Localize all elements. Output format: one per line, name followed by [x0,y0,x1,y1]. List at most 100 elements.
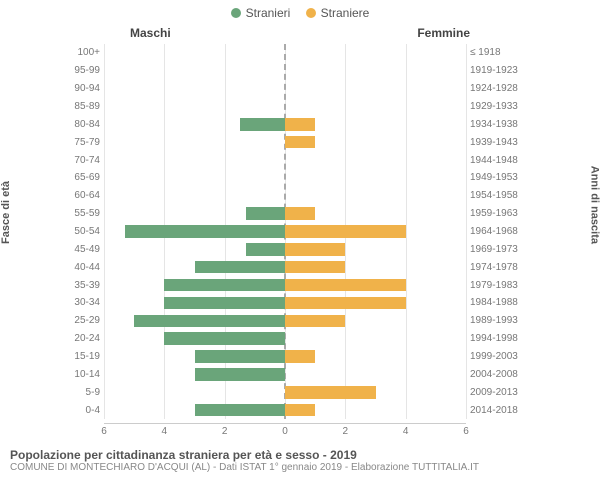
age-row: 50-541964-1968 [60,223,530,241]
legend-label-male: Stranieri [246,6,291,20]
age-row: 15-191999-2003 [60,348,530,366]
age-label: 25-29 [60,315,104,326]
age-label: 75-79 [60,137,104,148]
male-half [104,133,285,151]
bar-male [164,297,285,310]
age-row: 5-92009-2013 [60,383,530,401]
legend-swatch-female [306,8,316,18]
row-bars [104,98,466,116]
male-half [104,115,285,133]
birth-year-label: 1989-1993 [466,315,530,326]
female-half [285,187,466,205]
x-tick: 2 [222,426,228,437]
bar-female [285,297,406,310]
age-row: 25-29 1989-1993 [60,312,530,330]
x-tick: 2 [343,426,349,437]
legend-label-female: Straniere [321,6,370,20]
age-row: 55-591959-1963 [60,205,530,223]
age-label: 80-84 [60,119,104,130]
row-bars [104,383,466,401]
male-half [104,44,285,62]
age-row: 20-241994-1998 [60,330,530,348]
bar-female [285,386,376,399]
birth-year-label: 1929-1933 [466,101,530,112]
birth-year-label: 1999-2003 [466,351,530,362]
bar-male [125,225,285,238]
female-half [285,80,466,98]
birth-year-label: 1959-1963 [466,208,530,219]
bar-female [285,404,315,417]
age-row: 0-4 2014-2018 [60,401,530,419]
bar-female [285,279,406,292]
age-label: 45-49 [60,244,104,255]
age-row: 65-691949-1953 [60,169,530,187]
female-half [285,294,466,312]
male-half [104,187,285,205]
age-label: 95-99 [60,65,104,76]
bar-male [195,404,286,417]
birth-year-label: 1954-1958 [466,190,530,201]
female-half [285,98,466,116]
birth-year-label: 1964-1968 [466,226,530,237]
age-row: 95-991919-1923 [60,62,530,80]
age-row: 75-79 1939-1943 [60,133,530,151]
female-half [285,44,466,62]
male-half [104,98,285,116]
male-half [104,348,285,366]
population-pyramid-chart: Stranieri Straniere Maschi Femmine Fasce… [0,0,600,500]
male-half [104,401,285,419]
male-half [104,330,285,348]
age-label: 10-14 [60,369,104,380]
male-half [104,80,285,98]
row-bars [104,258,466,276]
male-half [104,205,285,223]
y-axis-label-right: Anni di nascita [588,166,600,244]
age-label: 0-4 [60,405,104,416]
birth-year-label: 2014-2018 [466,405,530,416]
age-label: 100+ [60,47,104,58]
header-female: Femmine [417,26,470,40]
row-bars [104,44,466,62]
x-tick: 6 [101,426,107,437]
age-row: 10-142004-2008 [60,365,530,383]
female-half [285,276,466,294]
female-half [285,169,466,187]
age-row: 60-641954-1958 [60,187,530,205]
birth-year-label: 1994-1998 [466,333,530,344]
x-tick: 6 [463,426,469,437]
birth-year-label: 1939-1943 [466,137,530,148]
bar-male [164,279,285,292]
bar-male [246,207,285,220]
legend: Stranieri Straniere [0,0,600,26]
chart-title: Popolazione per cittadinanza straniera p… [10,448,590,462]
female-half [285,348,466,366]
row-bars [104,240,466,258]
female-half [285,133,466,151]
birth-year-label: 1924-1928 [466,83,530,94]
row-bars [104,312,466,330]
row-bars [104,276,466,294]
bar-female [285,118,315,131]
bar-male [164,332,285,345]
bar-male [195,350,286,363]
chart-subtitle: COMUNE DI MONTECHIARO D'ACQUI (AL) - Dat… [10,462,590,473]
legend-swatch-male [231,8,241,18]
x-tick: 4 [162,426,168,437]
female-half [285,223,466,241]
row-bars [104,151,466,169]
birth-year-label: 1974-1978 [466,262,530,273]
male-half [104,312,285,330]
female-half [285,258,466,276]
female-half [285,330,466,348]
female-half [285,205,466,223]
age-row: 80-841934-1938 [60,115,530,133]
female-half [285,401,466,419]
age-label: 70-74 [60,155,104,166]
row-bars [104,80,466,98]
bar-female [285,261,345,274]
age-label: 90-94 [60,83,104,94]
birth-year-label: 1984-1988 [466,297,530,308]
column-headers: Maschi Femmine [0,26,600,44]
age-row: 100+≤ 1918 [60,44,530,62]
age-row: 90-94 1924-1928 [60,80,530,98]
